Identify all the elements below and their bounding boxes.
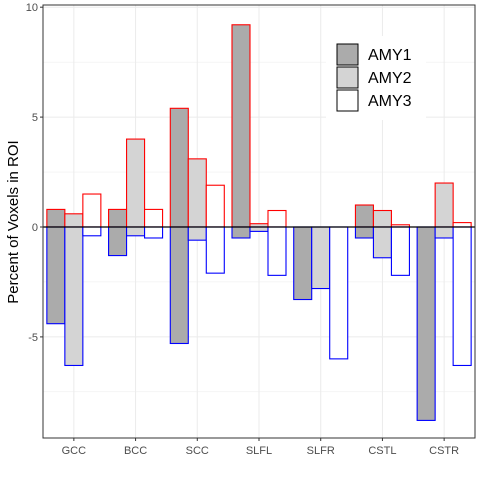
legend-key-amy2: [336, 66, 359, 89]
bar-amy3-neg-gcc: [82, 226, 102, 237]
bar-amy1-neg-bcc: [108, 226, 128, 257]
x-tick-label: CSTR: [429, 445, 459, 457]
bar-amy3-neg-cstl: [390, 226, 410, 276]
bar-amy2-neg-gcc: [64, 226, 84, 367]
bar-amy2-pos-scc: [187, 158, 207, 228]
y-tick-label: 5: [32, 112, 38, 124]
x-tick-label: CSTL: [368, 445, 396, 457]
bar-amy2-neg-cstl: [372, 226, 392, 259]
bar-amy3-pos-gcc: [82, 193, 102, 228]
legend-label-amy2: AMY2: [368, 70, 412, 87]
bar-amy3-pos-bcc: [144, 208, 164, 228]
bar-amy1-neg-gcc: [46, 226, 66, 325]
bar-amy1-neg-slfl: [231, 226, 251, 239]
x-tick-label: GCC: [62, 445, 87, 457]
bar-amy1-pos-gcc: [46, 208, 66, 228]
bar-amy1-neg-slfr: [293, 226, 313, 301]
x-tick-label: SCC: [186, 445, 209, 457]
bar-amy1-neg-scc: [169, 226, 189, 345]
x-tick-label: SLFL: [246, 445, 272, 457]
bar-amy2-pos-bcc: [126, 138, 146, 228]
bar-amy2-neg-bcc: [126, 226, 146, 237]
y-tick-label: 10: [26, 2, 38, 14]
legend-key-amy1: [336, 43, 359, 66]
bar-amy3-pos-slfl: [267, 209, 287, 228]
bar-amy3-neg-slfr: [329, 226, 349, 360]
bar-amy1-neg-cstl: [354, 226, 374, 239]
legend-label-amy3: AMY3: [368, 93, 412, 110]
bar-amy1-pos-slfl: [231, 24, 251, 228]
bar-amy1-neg-cstr: [416, 226, 436, 421]
y-axis-title: Percent of Voxels in ROI: [5, 140, 22, 303]
bar-amy2-pos-gcc: [64, 213, 84, 228]
legend: AMY1 AMY2 AMY3: [326, 36, 426, 120]
bar-amy3-neg-bcc: [144, 226, 164, 239]
x-tick-label: BCC: [124, 445, 147, 457]
bar-amy3-pos-cstr: [452, 222, 472, 228]
bar-amy3-pos-scc: [205, 184, 225, 228]
x-tick-label: SLFR: [307, 445, 335, 457]
legend-label-amy1: AMY1: [368, 47, 412, 64]
bar-amy3-neg-cstr: [452, 226, 472, 367]
legend-key-amy3: [336, 89, 359, 112]
bars: [46, 24, 472, 421]
bar-amy3-neg-scc: [205, 226, 225, 274]
y-tick-label: 0: [32, 222, 38, 234]
bar-amy2-neg-slfr: [311, 226, 331, 290]
bar-amy2-pos-cstr: [434, 182, 454, 228]
bar-amy2-neg-scc: [187, 226, 207, 241]
axes: 10 5 0 -5 GCC BCC SCC SLFL SLFR CSTL CSTR: [26, 2, 459, 457]
bar-amy1-pos-cstl: [354, 204, 374, 228]
bar-amy3-neg-slfl: [267, 226, 287, 276]
y-tick-label: -5: [28, 332, 38, 344]
bar-amy2-neg-slfl: [249, 226, 269, 232]
bar-amy1-pos-scc: [169, 107, 189, 228]
bar-amy2-neg-cstr: [434, 226, 454, 239]
bar-amy1-pos-bcc: [108, 208, 128, 228]
bar-amy2-pos-cstl: [372, 209, 392, 228]
